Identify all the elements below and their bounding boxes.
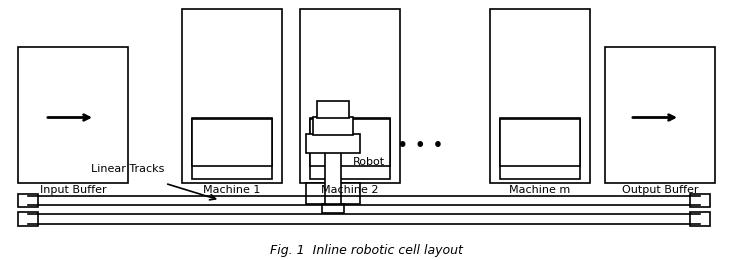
Bar: [192, 119, 272, 166]
Text: Input Buffer: Input Buffer: [40, 185, 106, 194]
Bar: [182, 9, 282, 183]
Bar: [500, 119, 580, 166]
Text: Fig. 1  Inline robotic cell layout: Fig. 1 Inline robotic cell layout: [270, 244, 463, 257]
Bar: [490, 9, 590, 183]
Text: • • •: • • •: [397, 136, 443, 155]
Bar: [306, 183, 360, 204]
Text: Robot: Robot: [353, 157, 385, 167]
Bar: [605, 47, 715, 183]
Text: Machine 2: Machine 2: [321, 185, 379, 194]
Bar: [310, 118, 390, 179]
Text: Linear Tracks: Linear Tracks: [92, 164, 165, 174]
Bar: [18, 47, 128, 183]
Bar: [18, 194, 38, 207]
Bar: [690, 212, 710, 226]
Text: Machine m: Machine m: [509, 185, 570, 194]
Bar: [18, 212, 38, 226]
Bar: [192, 118, 272, 179]
Bar: [313, 116, 353, 135]
Text: Machine 1: Machine 1: [203, 185, 261, 194]
Bar: [317, 101, 349, 118]
Bar: [310, 119, 390, 166]
Bar: [322, 204, 344, 213]
Text: Output Buffer: Output Buffer: [622, 185, 699, 194]
Bar: [325, 152, 341, 204]
Bar: [500, 118, 580, 179]
Bar: [690, 194, 710, 207]
Bar: [306, 134, 360, 153]
Bar: [300, 9, 400, 183]
